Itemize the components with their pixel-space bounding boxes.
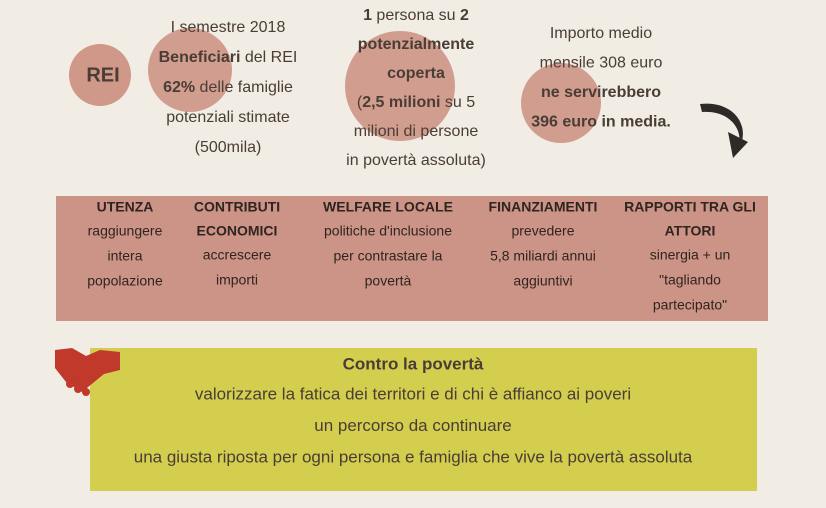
pillar-text: accrescere bbox=[203, 247, 272, 263]
text-segment: coperta bbox=[387, 65, 445, 82]
highlight-circle bbox=[148, 28, 232, 112]
stat-line: I semestre 2018 bbox=[171, 19, 286, 36]
pillars-box bbox=[56, 196, 768, 321]
pillar-text: aggiuntivi bbox=[513, 273, 572, 289]
text-segment: in povertà assoluta) bbox=[346, 152, 486, 169]
stat-line: mensile 308 euro bbox=[540, 55, 663, 72]
pillar-text: povertà bbox=[365, 273, 412, 289]
text-segment: Beneficiari bbox=[159, 49, 241, 66]
pillar-heading: ECONOMICI bbox=[197, 223, 278, 239]
stat-line: coperta bbox=[387, 65, 445, 82]
text-segment: su 5 bbox=[440, 94, 475, 111]
pillar-text: intera bbox=[107, 248, 142, 264]
arrow-icon bbox=[700, 103, 748, 158]
highlight-circle bbox=[345, 31, 455, 141]
text-segment: 2 bbox=[460, 7, 469, 24]
text-segment: 62% bbox=[163, 79, 195, 96]
text-segment: ne servirebbero bbox=[541, 84, 661, 101]
pillar-heading: FINANZIAMENTI bbox=[489, 199, 598, 215]
stat-line: 62% delle famiglie bbox=[163, 79, 293, 96]
stat-line: (2,5 milioni su 5 bbox=[357, 94, 475, 111]
logo-circle bbox=[69, 44, 131, 106]
stat-line: potenzialmente bbox=[358, 36, 475, 53]
stat-line: 1 persona su 2 bbox=[363, 7, 469, 24]
pillar-heading: RAPPORTI TRA GLI bbox=[624, 199, 756, 215]
logo: REI bbox=[86, 64, 119, 86]
text-segment: del REI bbox=[240, 49, 297, 66]
text-segment: 2,5 milioni bbox=[362, 94, 440, 111]
pillar-heading: UTENZA bbox=[97, 199, 154, 215]
pillar-text: per contrastare la bbox=[334, 248, 443, 264]
pillar-text: partecipato" bbox=[653, 297, 727, 313]
conclusion-line: un percorso da continuare bbox=[314, 416, 512, 435]
stat-line: in povertà assoluta) bbox=[346, 152, 486, 169]
text-segment: Importo medio bbox=[550, 25, 652, 42]
conclusion-title: Contro la povertà bbox=[343, 354, 484, 373]
stat-line: potenziali stimate bbox=[166, 109, 290, 126]
highlight-circle bbox=[521, 63, 601, 143]
text-segment: potenziali stimate bbox=[166, 109, 290, 126]
text-segment: I semestre 2018 bbox=[171, 19, 286, 36]
pillar-text: "tagliando bbox=[659, 272, 721, 288]
pillar-text: popolazione bbox=[87, 273, 163, 289]
text-segment: 1 bbox=[363, 7, 372, 24]
pillar-text: sinergia + un bbox=[650, 247, 731, 263]
pillar-text: importi bbox=[216, 272, 258, 288]
pillar-text: 5,8 miliardi annui bbox=[490, 248, 596, 264]
text-segment: (500mila) bbox=[195, 139, 262, 156]
text-segment: milioni di persone bbox=[354, 123, 479, 140]
text-segment: delle famiglie bbox=[195, 79, 293, 96]
conclusion-line: una giusta riposta per ogni persona e fa… bbox=[134, 447, 693, 466]
stat-line: (500mila) bbox=[195, 139, 262, 156]
pillar-heading: ATTORI bbox=[665, 223, 716, 239]
stat-line: ne servirebbero bbox=[541, 84, 661, 101]
pillar-text: prevedere bbox=[511, 223, 574, 239]
conclusion-box bbox=[90, 348, 757, 491]
pillar-heading: WELFARE LOCALE bbox=[323, 199, 453, 215]
stat-line: Beneficiari del REI bbox=[159, 49, 298, 66]
stat-line: 396 euro in media. bbox=[531, 114, 671, 131]
pillar-text: raggiungere bbox=[88, 223, 163, 239]
text-segment: mensile 308 euro bbox=[540, 55, 663, 72]
stat-line: Importo medio bbox=[550, 25, 652, 42]
pillar-text: politiche d'inclusione bbox=[324, 223, 452, 239]
text-segment: ( bbox=[357, 94, 363, 111]
text-segment: potenzialmente bbox=[358, 36, 475, 53]
handshake-icon bbox=[55, 348, 120, 396]
pillar-heading: CONTRIBUTI bbox=[194, 199, 280, 215]
text-segment: persona su bbox=[372, 7, 460, 24]
text-segment: 396 euro in media. bbox=[531, 114, 671, 131]
stat-line: milioni di persone bbox=[354, 123, 479, 140]
conclusion-line: valorizzare la fatica dei territori e di… bbox=[195, 384, 631, 403]
